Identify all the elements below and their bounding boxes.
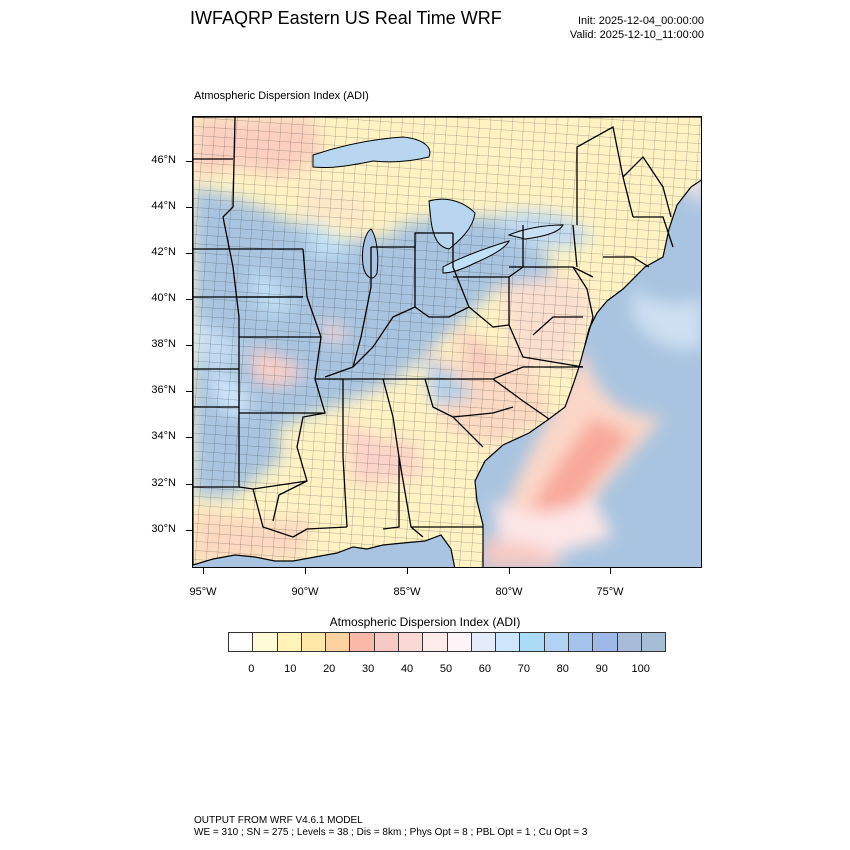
plot-title: IWFAQRP Eastern US Real Time WRF (190, 8, 502, 28)
colorbar-swatch (350, 633, 375, 651)
lake-huron (428, 198, 476, 250)
longitude-tick (610, 568, 611, 574)
colorbar-swatch (301, 633, 327, 651)
latitude-tick (186, 161, 192, 162)
valid-time: Valid: 2025-12-10_11:00:00 (569, 29, 704, 41)
longitude-tick (305, 568, 306, 574)
latitude-label: 40°N (151, 292, 176, 304)
map-panel (192, 116, 702, 568)
colorbar-swatch (544, 633, 569, 651)
latitude-tick (186, 253, 192, 254)
colorbar-tick-label: 50 (439, 663, 453, 675)
model-info-footer: OUTPUT FROM WRF V4.6.1 MODEL WE = 310 ; … (194, 815, 587, 839)
colorbar-title: Atmospheric Dispersion Index (ADI) (329, 615, 521, 629)
colorbar-swatch (398, 633, 424, 651)
lake-superior (312, 136, 431, 168)
longitude-label: 95°W (189, 586, 217, 598)
adi-map (193, 117, 701, 567)
colorbar-swatch (568, 633, 594, 651)
latitude-tick (186, 345, 192, 346)
colorbar-swatch (326, 633, 351, 651)
colorbar-tick-label: 100 (631, 663, 650, 675)
colorbar-tick-label: 70 (517, 663, 530, 675)
colorbar-swatch (253, 633, 278, 651)
timestamp-block: Init: 2025-12-04_00:00:00 Valid: 2025-12… (570, 14, 704, 42)
model-config: WE = 310 ; SN = 275 ; Levels = 38 ; Dis … (194, 827, 588, 838)
colorbar-swatch (617, 633, 642, 651)
colorbar-swatch (641, 633, 666, 651)
great-lakes (312, 136, 564, 279)
colorbar (228, 632, 666, 652)
map-field-title: Atmospheric Dispersion Index (ADI) (194, 90, 369, 102)
longitude-label: 75°W (596, 586, 624, 598)
state-boundaries (193, 117, 674, 538)
init-time: Init: 2025-12-04_00:00:00 (578, 15, 704, 27)
colorbar-swatch (471, 633, 497, 651)
latitude-tick (186, 299, 192, 300)
longitude-label: 85°W (393, 586, 421, 598)
latitude-tick (186, 437, 192, 438)
colorbar-tick-label: 90 (595, 663, 608, 675)
colorbar-swatch (520, 633, 545, 651)
colorbar-tick-label: 60 (478, 663, 492, 675)
lake-michigan (362, 228, 379, 279)
latitude-tick (186, 207, 192, 208)
longitude-label: 90°W (291, 586, 319, 598)
colorbar-swatch (374, 633, 399, 651)
latitude-label: 38°N (151, 338, 176, 350)
colorbar-swatch (423, 633, 448, 651)
latitude-tick (186, 530, 192, 531)
longitude-label: 80°W (495, 586, 523, 598)
latitude-label: 36°N (151, 384, 176, 396)
colorbar-swatch (277, 633, 302, 651)
colorbar-swatch (496, 633, 521, 651)
colorbar-tick-label: 80 (556, 663, 569, 675)
colorbar-swatch (593, 633, 618, 651)
latitude-label: 34°N (151, 430, 176, 442)
model-version: OUTPUT FROM WRF V4.6.1 MODEL (194, 815, 363, 826)
latitude-label: 32°N (151, 477, 176, 489)
longitude-tick (509, 568, 510, 574)
colorbar-tick-label: 10 (284, 663, 297, 675)
colorbar-swatch (447, 633, 472, 651)
latitude-tick (186, 391, 192, 392)
colorbar-swatch (229, 633, 254, 651)
colorbar-tick-label: 30 (362, 663, 375, 675)
longitude-tick (203, 568, 204, 574)
latitude-label: 44°N (151, 200, 176, 212)
colorbar-tick-label: 0 (248, 663, 255, 675)
latitude-label: 46°N (151, 154, 176, 166)
latitude-tick (186, 484, 192, 485)
colorbar-tick-label: 20 (323, 663, 336, 675)
latitude-label: 42°N (151, 246, 176, 258)
colorbar-tick-label: 40 (400, 663, 414, 675)
latitude-label: 30°N (151, 523, 176, 535)
longitude-tick (407, 568, 408, 574)
